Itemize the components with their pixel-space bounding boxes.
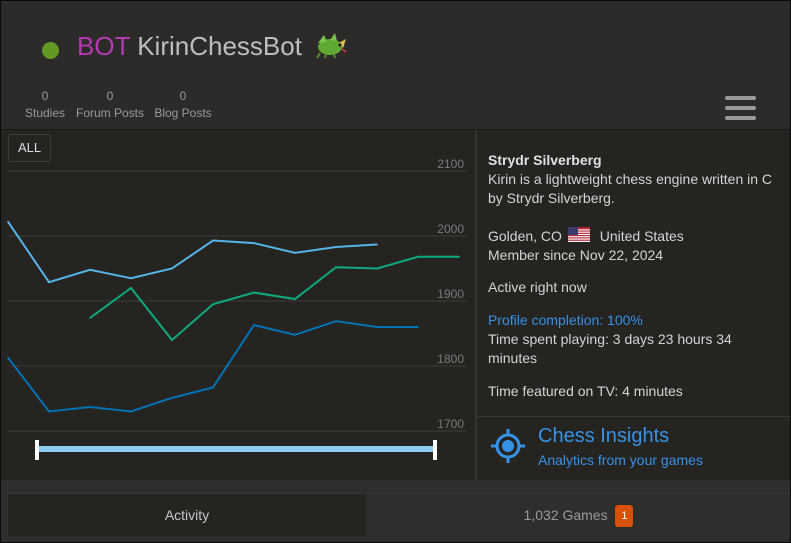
display-name: Strydr Silverberg bbox=[488, 152, 602, 168]
range-handle-left[interactable] bbox=[35, 440, 39, 460]
data-point bbox=[253, 324, 255, 326]
data-point bbox=[253, 291, 255, 294]
location-line: Golden, CO United States bbox=[488, 227, 684, 246]
member-since: Member since Nov 22, 2024 bbox=[488, 247, 664, 263]
data-point bbox=[130, 287, 132, 289]
data-point bbox=[212, 386, 214, 389]
rating-chart: 2100 2000 1900 1800 1700 ALL bbox=[1, 130, 475, 480]
insights-target-icon bbox=[491, 429, 525, 463]
profile-header: BOT KirinChessBot 0 Studies 0 Forum Post… bbox=[1, 1, 790, 129]
tab-activity-label: Activity bbox=[164, 507, 210, 523]
data-point bbox=[458, 256, 460, 258]
data-point bbox=[89, 406, 91, 408]
studies-link[interactable]: 0 Studies bbox=[23, 89, 67, 120]
data-point bbox=[294, 252, 296, 254]
location: Golden, CO bbox=[488, 228, 562, 244]
range-navigator-bar bbox=[37, 446, 435, 452]
online-status-icon bbox=[42, 42, 59, 59]
series-line bbox=[7, 221, 378, 284]
studies-label: Studies bbox=[24, 106, 66, 120]
username: KirinChessBot bbox=[137, 31, 302, 61]
tab-games[interactable]: 1,032 Games 1 bbox=[367, 493, 790, 536]
data-point bbox=[253, 242, 255, 244]
bio: Kirin is a lightweight chess engine writ… bbox=[488, 171, 773, 206]
rating-chart-svg: 2100 2000 1900 1800 1700 bbox=[7, 157, 467, 460]
time-on-tv: Time featured on TV: 4 minutes bbox=[488, 383, 683, 399]
data-point bbox=[294, 334, 296, 336]
data-point bbox=[89, 317, 91, 319]
forum-posts-count: 0 bbox=[106, 89, 114, 103]
data-point bbox=[171, 267, 173, 270]
data-point bbox=[335, 246, 337, 248]
series-line bbox=[89, 255, 459, 342]
tab-games-label: 1,032 Games bbox=[523, 507, 608, 523]
header-divider bbox=[1, 129, 790, 130]
blog-posts-link[interactable]: 0 Blog Posts bbox=[153, 89, 213, 120]
data-point bbox=[48, 281, 50, 283]
page-title: BOT KirinChessBot bbox=[77, 31, 347, 62]
time-playing: Time spent playing: 3 days 23 hours 34 m… bbox=[488, 331, 732, 366]
us-flag-icon bbox=[567, 227, 590, 242]
data-point bbox=[7, 356, 9, 359]
profile-completion-link[interactable]: Profile completion: 100% bbox=[488, 312, 643, 328]
data-point bbox=[376, 267, 378, 270]
data-point bbox=[376, 326, 378, 328]
forum-posts-label: Forum Posts bbox=[75, 106, 144, 120]
profile-info: Strydr Silverberg Kirin is a lightweight… bbox=[476, 130, 790, 481]
country: United States bbox=[599, 228, 684, 244]
dragon-icon bbox=[316, 33, 347, 59]
data-point bbox=[130, 277, 132, 280]
data-point bbox=[171, 339, 173, 341]
y-tick-label: 1800 bbox=[437, 352, 464, 366]
data-point bbox=[171, 397, 173, 399]
studies-count: 0 bbox=[41, 89, 49, 103]
bot-tag: BOT bbox=[77, 31, 130, 61]
data-point bbox=[417, 256, 419, 258]
range-all-button[interactable]: ALL bbox=[8, 134, 52, 162]
y-tick-label: 2100 bbox=[437, 157, 464, 171]
y-tick-label: 2000 bbox=[437, 222, 464, 236]
data-point bbox=[212, 303, 214, 306]
active-status: Active right now bbox=[488, 279, 587, 295]
tab-activity[interactable]: Activity bbox=[8, 493, 366, 536]
data-point bbox=[376, 243, 378, 246]
data-point bbox=[335, 320, 337, 322]
data-point bbox=[130, 410, 132, 413]
insights-subtitle: Analytics from your games bbox=[538, 452, 703, 468]
blog-posts-count: 0 bbox=[179, 89, 187, 103]
y-tick-label: 1900 bbox=[437, 287, 464, 301]
data-point bbox=[212, 239, 214, 242]
profile-tabs: Activity 1,032 Games 1 bbox=[1, 480, 790, 542]
y-tick-label: 1700 bbox=[437, 417, 464, 431]
blog-posts-label: Blog Posts bbox=[154, 106, 212, 120]
forum-posts-link[interactable]: 0 Forum Posts bbox=[74, 89, 146, 120]
range-handle-right[interactable] bbox=[433, 440, 437, 460]
data-point bbox=[294, 298, 296, 300]
data-point bbox=[7, 220, 9, 223]
data-point bbox=[335, 266, 337, 268]
data-point bbox=[417, 326, 419, 328]
data-point bbox=[89, 269, 91, 271]
chess-insights-link[interactable]: Chess Insights Analytics from your games bbox=[477, 416, 790, 481]
menu-icon[interactable] bbox=[725, 96, 756, 120]
data-point bbox=[48, 410, 50, 413]
games-badge: 1 bbox=[615, 505, 634, 527]
insights-title: Chess Insights bbox=[538, 425, 670, 447]
